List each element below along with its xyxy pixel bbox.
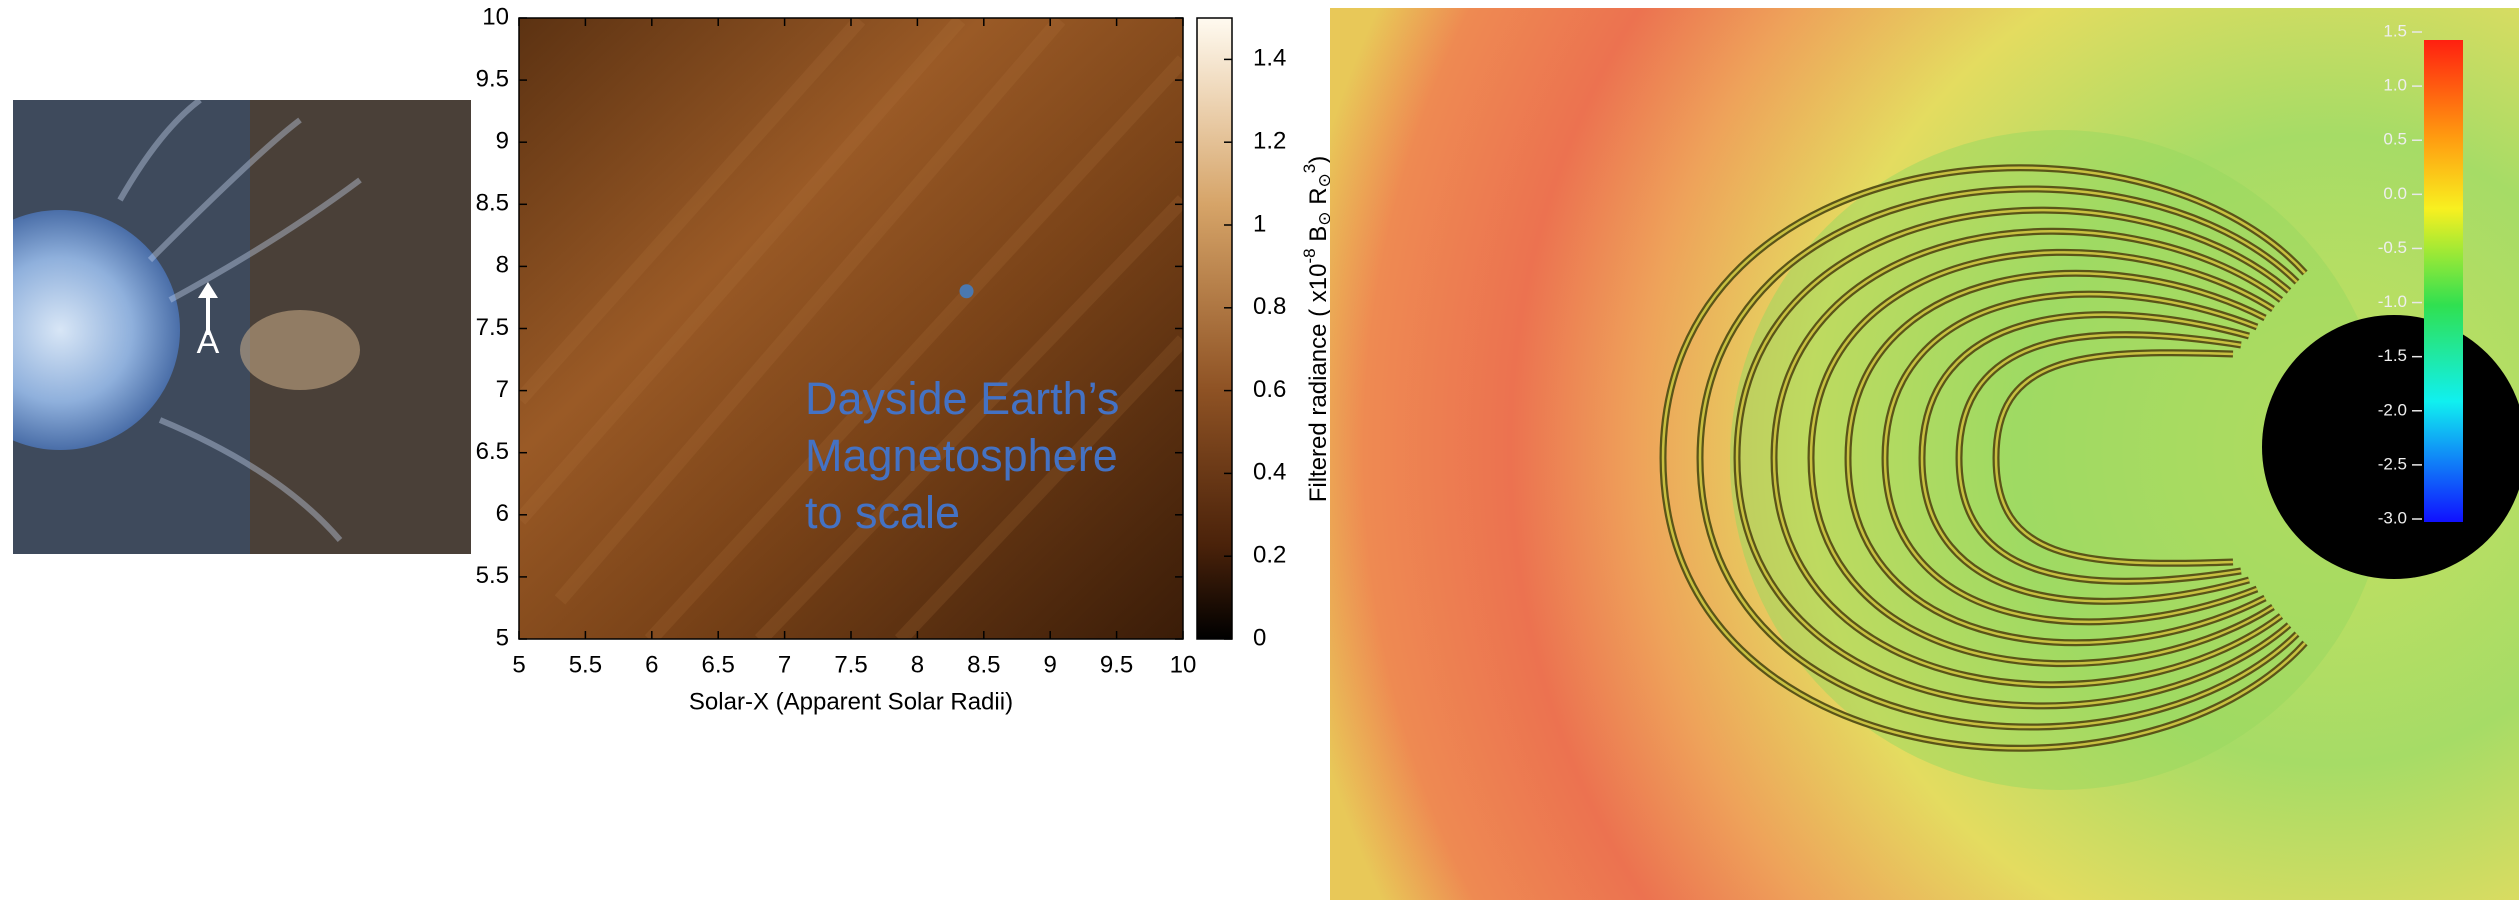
colorbar-label-part: Filtered radiance ( x10: [1305, 264, 1332, 503]
field-line: [1735, 208, 2290, 708]
annotation: Dayside Earth’s: [805, 373, 1119, 424]
colorbar-label-part: B: [1305, 226, 1332, 249]
colorbar-tick-label: 1: [1253, 210, 1266, 237]
colorbar-tick-label: -3.0: [2378, 508, 2407, 527]
field-line: [1994, 351, 2234, 565]
colorbar: [1196, 17, 1233, 640]
colorbar-tick-label: 0.6: [1253, 376, 1286, 403]
field-line: [1772, 230, 2282, 686]
colorbar-label: Filtered radiance ( x10-8 B⊙ R⊙3): [1300, 156, 1334, 503]
y-tick-label: 9.5: [476, 65, 509, 92]
y-tick-label: 5.5: [476, 562, 509, 589]
field-line: [1698, 187, 2298, 729]
y-tick-label: 5: [496, 624, 509, 651]
colorbar-tick-label: -2.0: [2378, 400, 2407, 419]
colorbar-label-part: ): [1305, 156, 1332, 164]
field-line: [1661, 166, 2306, 750]
colorbar-tick-label: -2.5: [2378, 454, 2407, 473]
x-tick-label: 7.5: [834, 651, 867, 678]
colorbar: [2424, 40, 2463, 522]
data-point: [959, 284, 974, 299]
y-tick-label: 6.5: [476, 438, 509, 465]
colorbar-tick-label: 1.0: [2383, 76, 2407, 95]
colorbar-tick-label: 0.0: [2383, 184, 2407, 203]
y-tick-label: 9: [496, 128, 509, 155]
colorbar-label-part: -8: [1300, 248, 1319, 263]
colorbar-tick-label: -0.5: [2378, 238, 2407, 257]
x-tick-label: 6.5: [702, 651, 735, 678]
heatmap-image: [519, 18, 1183, 639]
y-tick-label: 10: [482, 3, 509, 30]
colorbar-label-part: ⊙: [1315, 173, 1334, 187]
panel-label: A: [197, 323, 220, 361]
field-line: [1809, 251, 2274, 665]
annotation: to scale: [805, 487, 960, 538]
heatmap-panel: 5 5.5 6 6.5 7 7.5 8 8.5 9 9.5 1055.566.577.588.599…: [476, 3, 1335, 715]
colorbar-tick-label: 0.8: [1253, 293, 1286, 320]
colorbar-tick-label: -1.5: [2378, 346, 2407, 365]
x-tick-label: 9: [1044, 651, 1057, 678]
streaks: [519, 18, 1183, 639]
colorbar-tick-label: 0.5: [2383, 130, 2407, 149]
x-tick-label: 9.5: [1100, 651, 1133, 678]
field-line: [1957, 333, 2242, 583]
field-line: [1883, 292, 2258, 624]
x-tick-label: 6: [645, 651, 658, 678]
x-tick-label: 7: [778, 651, 791, 678]
colorbar-tick-label: 1.5: [2383, 21, 2407, 40]
x-tick-label: 5.5: [569, 651, 602, 678]
colorbar-tick-label: -1.0: [2378, 292, 2407, 311]
field-line: [1920, 313, 2250, 603]
colorbar-tick-label: 1.4: [1253, 45, 1286, 72]
y-tick-label: 6: [496, 500, 509, 527]
magnetosphere-image: [1330, 8, 2519, 900]
x-tick-label: 5: [512, 651, 525, 678]
colorbar-tick-label: 0.2: [1253, 542, 1286, 569]
colorbar-tick-label: 0: [1253, 624, 1266, 651]
x-tick-label: 8: [911, 651, 924, 678]
y-tick-label: 8: [496, 252, 509, 279]
x-axis-label: Solar-X (Apparent Solar Radii): [689, 688, 1013, 715]
colorbar-label-part: ⊙: [1315, 211, 1334, 225]
colorbar-label-part: R: [1305, 187, 1332, 211]
colorbar-tick-label: 0.4: [1253, 459, 1286, 486]
colorbar-label-part: 3: [1300, 164, 1319, 173]
y-tick-label: 7.5: [476, 314, 509, 341]
colorbar-tick-label: 1.2: [1253, 128, 1286, 155]
x-tick-label: 10: [1170, 651, 1197, 678]
x-tick-label: 8.5: [967, 651, 1000, 678]
field-line: [1846, 272, 2266, 644]
y-tick-label: 8.5: [476, 190, 509, 217]
annotation: Magnetosphere: [805, 430, 1118, 481]
solar-image: [13, 100, 471, 554]
y-tick-label: 7: [496, 376, 509, 403]
